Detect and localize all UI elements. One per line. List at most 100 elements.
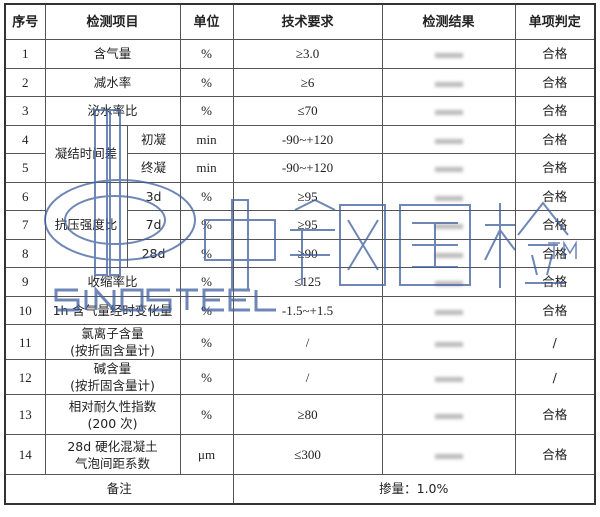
table-row: 1 含气量% ≥3.0 合格 bbox=[4, 39, 596, 69]
requirement: ≤70 bbox=[232, 96, 383, 126]
footer-row: 备注 掺量：1.0% bbox=[4, 474, 596, 504]
blurred-value bbox=[434, 281, 463, 287]
footer-note: 掺量：1.0% bbox=[232, 474, 596, 504]
item-line1: 氯离子含量 bbox=[81, 326, 144, 341]
row-no: 2 bbox=[4, 67, 46, 97]
item-name: 相对耐久性指数 (200 次) bbox=[44, 394, 181, 435]
item-line2: (按折固含量计) bbox=[70, 343, 155, 358]
result-redacted bbox=[381, 124, 516, 154]
result-redacted bbox=[381, 67, 516, 97]
blurred-value bbox=[434, 252, 463, 258]
judgement: 合格 bbox=[514, 67, 596, 97]
item-sub: 7d bbox=[126, 210, 181, 240]
requirement: ≥95 bbox=[232, 181, 383, 211]
row-no: 4 bbox=[4, 124, 46, 154]
item-group: 抗压强度比 bbox=[44, 181, 128, 268]
blurred-value bbox=[434, 195, 463, 201]
item-name: 收缩率比 bbox=[44, 267, 181, 297]
table-row: 3 泌水率比% ≤70 合格 bbox=[4, 96, 596, 126]
row-no: 8 bbox=[4, 238, 46, 268]
requirement: ≥6 bbox=[232, 67, 383, 97]
judgement: 合格 bbox=[514, 267, 596, 297]
row-no: 10 bbox=[4, 295, 46, 325]
unit: % bbox=[179, 394, 234, 435]
row-no: 9 bbox=[4, 267, 46, 297]
table-row: 14 28d 硬化混凝土 气泡间距系数 μm ≤300 合格 bbox=[4, 434, 596, 475]
requirement: -1.5~+1.5 bbox=[232, 295, 383, 325]
item-name: 28d 硬化混凝土 气泡间距系数 bbox=[44, 434, 181, 475]
item-name: 泌水率比 bbox=[44, 96, 181, 126]
table-row: 6 抗压强度比 3d% ≥95 合格 bbox=[4, 181, 596, 268]
result-redacted bbox=[381, 267, 516, 297]
blurred-value bbox=[434, 376, 463, 382]
blurred-value bbox=[434, 309, 463, 315]
header-judgement: 单项判定 bbox=[514, 3, 596, 40]
unit: % bbox=[179, 359, 234, 395]
judgement: 合格 bbox=[514, 295, 596, 325]
requirement: -90~+120 bbox=[232, 124, 383, 154]
requirement: ≤300 bbox=[232, 434, 383, 475]
blurred-value bbox=[434, 224, 463, 230]
result-redacted bbox=[381, 324, 516, 360]
header-result: 检测结果 bbox=[381, 3, 516, 40]
unit: % bbox=[179, 295, 234, 325]
judgement: 合格 bbox=[514, 238, 596, 268]
judgement: / bbox=[514, 359, 596, 395]
requirement: / bbox=[232, 359, 383, 395]
footer-label: 备注 bbox=[4, 474, 234, 504]
item-name: 含气量 bbox=[44, 39, 181, 69]
item-line2: (200 次) bbox=[87, 415, 138, 431]
item-sub: 3d bbox=[126, 181, 181, 211]
item-name: 碱含量 (按折固含量计) bbox=[44, 359, 181, 395]
unit: % bbox=[179, 210, 234, 240]
unit: % bbox=[179, 238, 234, 268]
requirement: ≥3.0 bbox=[232, 39, 383, 69]
table-row: 12 碱含量 (按折固含量计)% / / bbox=[4, 359, 596, 395]
row-no: 5 bbox=[4, 153, 46, 183]
test-report-table: 序号 检测项目 单位 技术要求 检测结果 单项判定 1 含气量% ≥3.0 合格 2… bbox=[4, 3, 597, 505]
blurred-value bbox=[434, 454, 463, 459]
result-redacted bbox=[381, 210, 516, 240]
judgement: 合格 bbox=[514, 39, 596, 69]
item-name: 减水率 bbox=[44, 67, 181, 97]
requirement: / bbox=[232, 324, 383, 360]
row-no: 6 bbox=[4, 181, 46, 211]
result-redacted bbox=[381, 359, 516, 395]
item-line1: 28d 硬化混凝土 bbox=[67, 438, 158, 454]
table-row: 10 1h 含气量经时变化量% -1.5~+1.5 合格 bbox=[4, 295, 596, 325]
unit: % bbox=[179, 67, 234, 97]
judgement: / bbox=[514, 324, 596, 360]
unit: min bbox=[179, 153, 234, 183]
item-line2: 气泡间距系数 bbox=[75, 455, 151, 471]
row-no: 12 bbox=[4, 359, 46, 395]
item-sub: 28d bbox=[126, 238, 181, 268]
row-no: 14 bbox=[4, 434, 46, 475]
header-row: 序号 检测项目 单位 技术要求 检测结果 单项判定 bbox=[4, 3, 596, 40]
unit: % bbox=[179, 39, 234, 69]
header-unit: 单位 bbox=[179, 3, 234, 40]
requirement: ≥90 bbox=[232, 238, 383, 268]
blurred-value bbox=[434, 138, 463, 144]
unit: % bbox=[179, 324, 234, 360]
judgement: 合格 bbox=[514, 210, 596, 240]
result-redacted bbox=[381, 295, 516, 325]
result-redacted bbox=[381, 434, 516, 475]
blurred-value bbox=[434, 414, 463, 419]
table-row: 13 相对耐久性指数 (200 次)% ≥80 合格 bbox=[4, 394, 596, 435]
item-line1: 碱含量 bbox=[93, 361, 132, 376]
judgement: 合格 bbox=[514, 153, 596, 183]
item-line2: (按折固含量计) bbox=[70, 378, 155, 393]
judgement: 合格 bbox=[514, 434, 596, 475]
unit: % bbox=[179, 267, 234, 297]
result-redacted bbox=[381, 238, 516, 268]
judgement: 合格 bbox=[514, 96, 596, 126]
requirement: ≤125 bbox=[232, 267, 383, 297]
judgement: 合格 bbox=[514, 394, 596, 435]
blurred-value bbox=[434, 53, 463, 59]
unit: % bbox=[179, 181, 234, 211]
row-no: 11 bbox=[4, 324, 46, 360]
result-redacted bbox=[381, 181, 516, 211]
result-redacted bbox=[381, 394, 516, 435]
header-item: 检测项目 bbox=[44, 3, 181, 40]
blurred-value bbox=[434, 110, 463, 116]
